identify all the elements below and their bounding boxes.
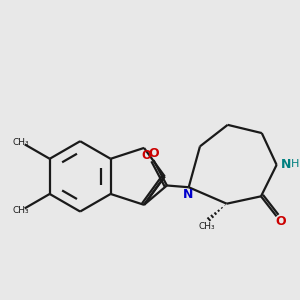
Text: N: N (183, 188, 193, 202)
Text: CH₃: CH₃ (12, 206, 29, 215)
Text: H: H (291, 159, 299, 169)
Text: N: N (281, 158, 292, 171)
Text: CH₃: CH₃ (198, 222, 215, 231)
Text: O: O (141, 149, 151, 162)
Text: CH₃: CH₃ (12, 138, 29, 147)
Text: O: O (275, 215, 286, 228)
Text: O: O (148, 147, 159, 160)
